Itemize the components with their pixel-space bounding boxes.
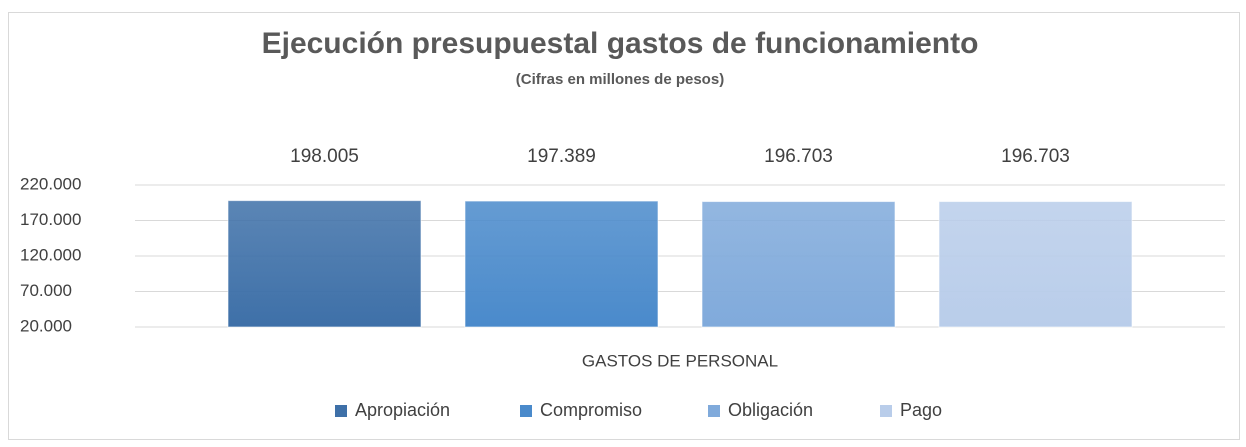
bar bbox=[701, 201, 896, 328]
legend-swatch bbox=[880, 405, 892, 417]
chart-title: Ejecución presupuestal gastos de funcion… bbox=[262, 27, 979, 60]
legend-label: Apropiación bbox=[355, 400, 450, 420]
bar bbox=[227, 200, 422, 328]
data-label: 196.703 bbox=[1001, 146, 1070, 167]
data-label: 196.703 bbox=[764, 146, 833, 167]
y-tick-label: 70.000 bbox=[20, 281, 72, 300]
x-tick-label: GASTOS DE PERSONAL bbox=[582, 351, 778, 370]
y-tick-label: 220.000 bbox=[20, 174, 81, 193]
y-tick-label: 20.000 bbox=[20, 316, 72, 335]
y-tick-label: 170.000 bbox=[20, 210, 81, 229]
legend-label: Obligación bbox=[728, 400, 813, 420]
legend-swatch bbox=[708, 405, 720, 417]
legend-label: Pago bbox=[900, 400, 942, 420]
bar bbox=[464, 200, 659, 328]
data-label: 197.389 bbox=[527, 146, 596, 167]
bar bbox=[938, 201, 1133, 328]
data-label: 198.005 bbox=[290, 146, 359, 167]
legend-swatch bbox=[520, 405, 532, 417]
y-tick-label: 120.000 bbox=[20, 245, 81, 264]
chart-subtitle: (Cifras en millones de pesos) bbox=[516, 71, 724, 88]
legend-label: Compromiso bbox=[540, 400, 642, 420]
legend-swatch bbox=[335, 405, 347, 417]
